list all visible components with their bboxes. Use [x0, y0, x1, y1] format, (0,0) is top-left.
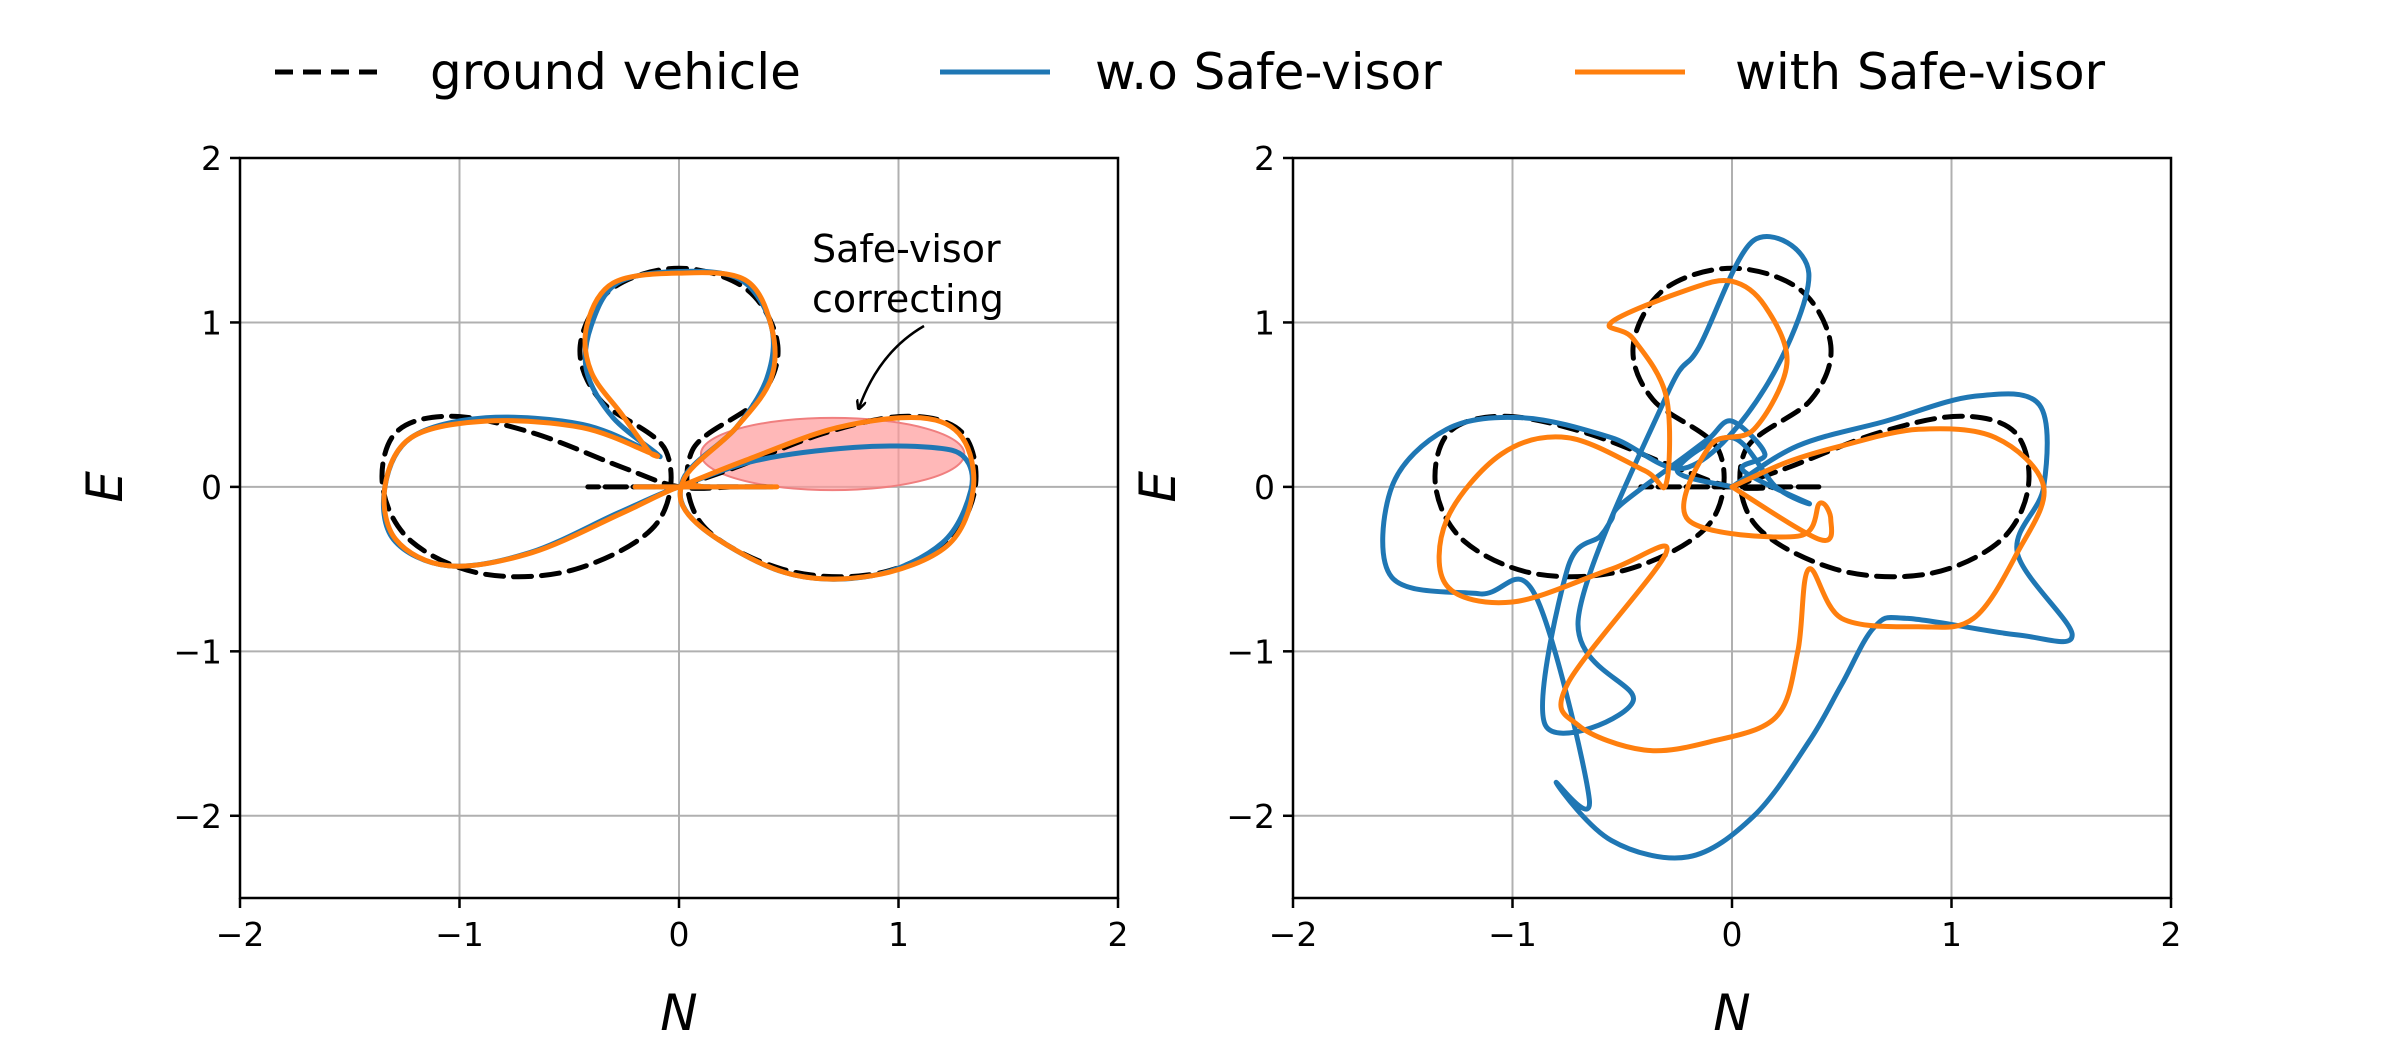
y-tick-label-1: −1 [173, 632, 222, 671]
x-tick-label-0: −2 [216, 915, 265, 954]
y-tick-label-2: 0 [1254, 468, 1275, 507]
panel-left: −2 −1 0 1 2 −2 −1 0 1 2 N E Safe-visor correcting [76, 139, 1129, 1042]
x-tick-label-1: −1 [1488, 915, 1537, 954]
y-axis-label: E [76, 471, 134, 503]
plot-area [379, 265, 979, 582]
series-line-2 [1436, 277, 2047, 754]
series-line-0 [1432, 265, 2032, 580]
y-axis-label: E [1129, 471, 1187, 503]
series-line-1 [1380, 234, 2075, 861]
x-tick-label-0: −2 [1269, 915, 1318, 954]
y-tick-label-3: 1 [1254, 303, 1275, 342]
x-tick-label-1: −1 [435, 915, 484, 954]
annotation-line-1: correcting [812, 277, 1004, 321]
annotation-line-0: Safe-visor [812, 227, 1001, 271]
x-axis-label: N [660, 984, 697, 1042]
x-tick-label-3: 1 [1941, 915, 1962, 954]
plot-area [1380, 234, 2075, 861]
legend-label-0: ground vehicle [430, 43, 801, 101]
legend-label-1: w.o Safe-visor [1095, 43, 1442, 101]
x-tick-label-4: 2 [2161, 915, 2182, 954]
y-tick-label-3: 1 [201, 303, 222, 342]
legend-label-2: with Safe-visor [1735, 43, 2106, 101]
y-tick-label-4: 2 [1254, 139, 1275, 178]
y-tick-label-4: 2 [201, 139, 222, 178]
panel-right: −2 −1 0 1 2 −2 −1 0 1 2 N E [1129, 139, 2182, 1042]
y-tick-label-0: −2 [173, 797, 222, 836]
x-tick-label-4: 2 [1108, 915, 1129, 954]
x-tick-label-2: 0 [1722, 915, 1743, 954]
x-tick-label-3: 1 [888, 915, 909, 954]
legend: ground vehicle w.o Safe-visor with Safe-vi… [275, 43, 2106, 101]
x-tick-label-2: 0 [669, 915, 690, 954]
annotation-arrow [859, 324, 925, 408]
y-tick-label-2: 0 [201, 468, 222, 507]
y-tick-label-0: −2 [1226, 797, 1275, 836]
x-axis-label: N [1713, 984, 1750, 1042]
series-line-2 [381, 270, 977, 582]
y-tick-label-1: −1 [1226, 632, 1275, 671]
